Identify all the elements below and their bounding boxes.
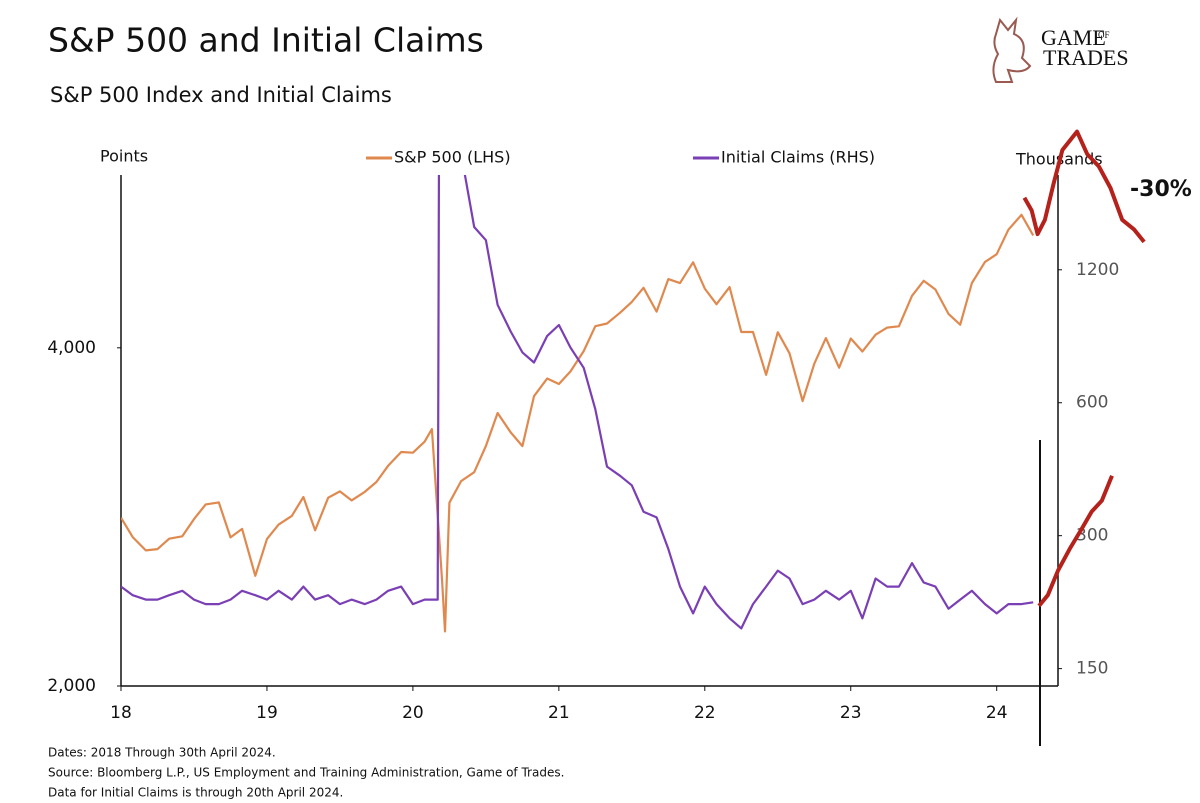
y2-tick-label: 150 xyxy=(1076,659,1108,679)
annotation: -30% xyxy=(1130,177,1192,202)
logo-text: OF xyxy=(1098,30,1110,40)
logo-text: GAME xyxy=(1041,25,1106,50)
series-line xyxy=(121,213,1035,633)
legend-label: Initial Claims (RHS) xyxy=(721,148,875,167)
footnote: Dates: 2018 Through 30th April 2024. xyxy=(48,746,276,760)
logo: GAME OF TRADES xyxy=(992,16,1129,83)
y-tick-label: 4,000 xyxy=(47,338,96,358)
projection-line xyxy=(1037,475,1114,608)
x-tick-label: 23 xyxy=(840,703,862,723)
plot-area xyxy=(121,175,1035,633)
footnote: Source: Bloomberg L.P., US Employment an… xyxy=(48,766,564,780)
x-tick-label: 22 xyxy=(694,703,716,723)
series-line xyxy=(121,175,1034,630)
logo-text: TRADES xyxy=(1043,45,1129,70)
chart-subtitle: S&P 500 Index and Initial Claims xyxy=(50,83,392,107)
x-tick-label: 21 xyxy=(548,703,570,723)
y2-tick-label: 600 xyxy=(1076,393,1108,413)
y2-tick-label: 1200 xyxy=(1076,260,1119,280)
x-tick-label: 24 xyxy=(986,703,1008,723)
projection-line xyxy=(1022,129,1146,244)
y-tick-label: 2,000 xyxy=(47,676,96,696)
x-tick-label: 20 xyxy=(402,703,424,723)
logo-icon xyxy=(992,16,1032,83)
chart-title: S&P 500 and Initial Claims xyxy=(48,21,484,60)
x-tick-label: 18 xyxy=(110,703,132,723)
y2-tick-label: 300 xyxy=(1076,526,1108,546)
x-tick-label: 19 xyxy=(256,703,278,723)
footnote: Data for Initial Claims is through 20th … xyxy=(48,786,343,800)
y-axis-label: Points xyxy=(100,147,148,166)
legend-label: S&P 500 (LHS) xyxy=(394,148,511,167)
